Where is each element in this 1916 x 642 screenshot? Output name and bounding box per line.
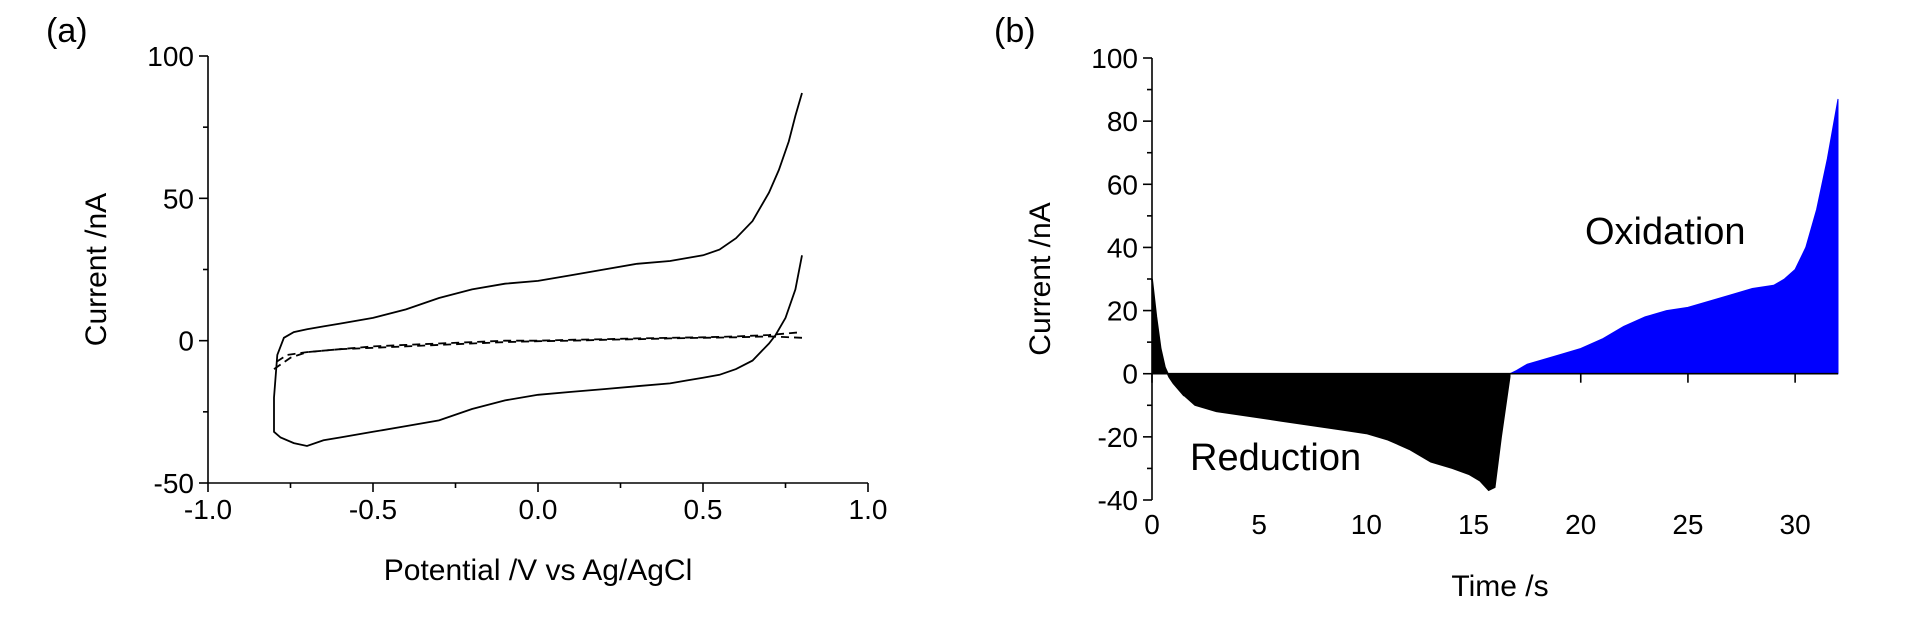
a-x-tick-label: -1.0 [184, 494, 232, 525]
panel-b-label: (b) [994, 12, 1036, 50]
panel-b-y-axis-title: Current /nA [1024, 202, 1057, 355]
a-series-2 [273, 335, 803, 365]
b-y-tick-label: 100 [1091, 43, 1138, 74]
b-x-tick-label: 25 [1672, 509, 1703, 540]
b-y-tick-label: 40 [1107, 232, 1138, 263]
a-series-1 [273, 331, 803, 370]
b-area-oxidation [1509, 98, 1839, 375]
a-x-tick-label: 0.0 [519, 494, 558, 525]
panel-a-label: (a) [46, 12, 88, 50]
b-y-tick-label: 60 [1107, 169, 1138, 200]
b-y-tick-label: -20 [1098, 422, 1138, 453]
b-x-tick-label: 30 [1780, 509, 1811, 540]
panel-b: (b) -40 -20 0 20 40 60 80 100 0 5 10 15 20 25 30 Curre… [994, 12, 1839, 603]
reduction-annotation: Reduction [1190, 437, 1361, 479]
a-x-tick-label: 1.0 [849, 494, 888, 525]
a-x-tick-label: -0.5 [349, 494, 397, 525]
b-x-tick-label: 20 [1565, 509, 1596, 540]
b-y-tick-label: 20 [1107, 296, 1138, 327]
panel-a-plot-area [273, 92, 803, 447]
b-x-tick-label: 0 [1144, 509, 1160, 540]
b-initial-trace [1151, 278, 1185, 397]
panel-a: (a) -50 0 50 100 -1.0 -0.5 0.0 0.5 1.0 Current /… [46, 12, 887, 587]
b-x-tick-label: 15 [1458, 509, 1489, 540]
a-x-tick-label: 0.5 [684, 494, 723, 525]
b-y-tick-label: -40 [1098, 485, 1138, 516]
b-y-tick-label: 0 [1122, 359, 1138, 390]
b-y-tick-label: 80 [1107, 106, 1138, 137]
a-y-tick-label: 100 [147, 41, 194, 72]
a-y-tick-label: 0 [178, 326, 194, 357]
panel-b-axes: -40 -20 0 20 40 60 80 100 0 5 10 15 20 25 30 [1091, 43, 1838, 540]
a-series-0 [273, 92, 803, 447]
panel-a-y-axis-title: Current /nA [80, 193, 113, 346]
a-y-tick-label: -50 [154, 468, 194, 499]
panel-b-plot-area [1151, 98, 1839, 492]
a-y-tick-label: 50 [163, 183, 194, 214]
b-x-tick-label: 10 [1351, 509, 1382, 540]
panel-a-x-axis-title: Potential /V vs Ag/AgCl [384, 554, 693, 587]
b-x-tick-label: 5 [1251, 509, 1267, 540]
oxidation-annotation: Oxidation [1585, 211, 1746, 253]
panel-a-axes: -50 0 50 100 -1.0 -0.5 0.0 0.5 1.0 [147, 41, 887, 525]
panel-b-x-axis-title: Time /s [1451, 570, 1548, 603]
